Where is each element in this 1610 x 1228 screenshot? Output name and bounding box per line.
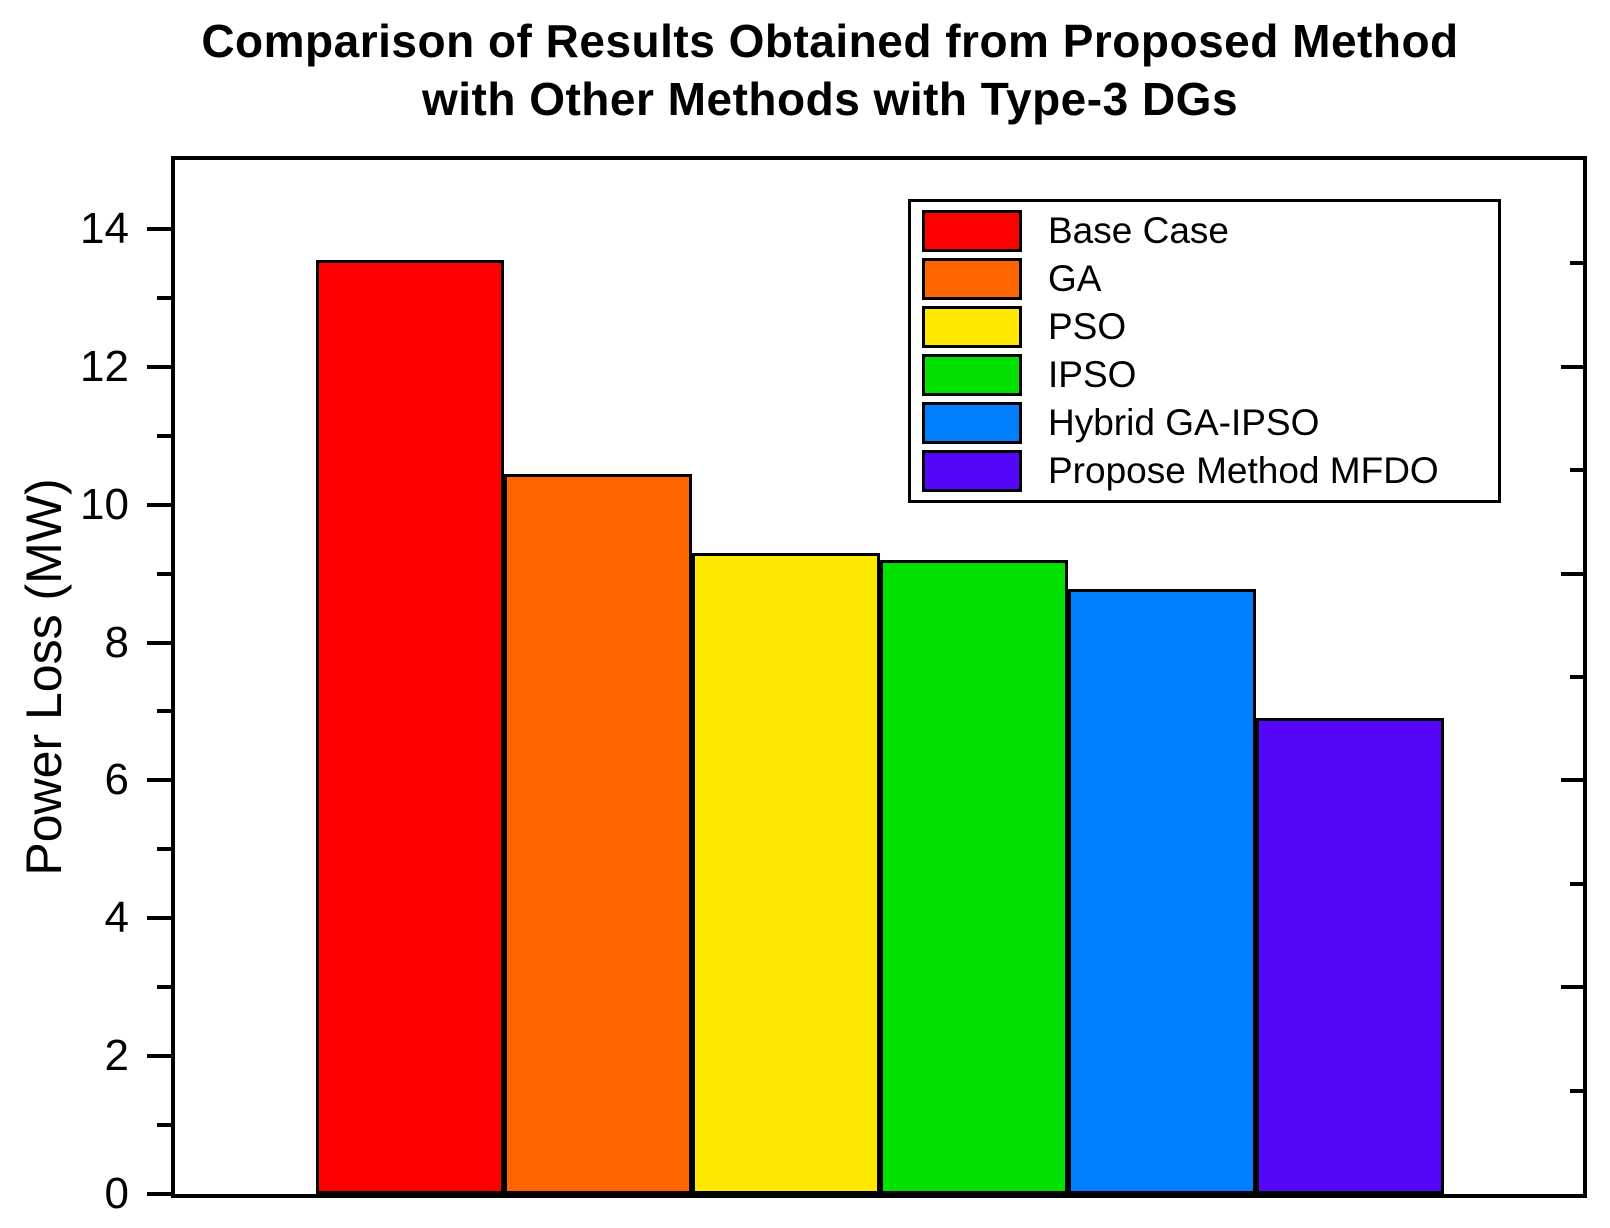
y-right-minor-tick (1570, 881, 1583, 886)
legend-item-hybrid-ga-ipso: Hybrid GA-IPSO (922, 399, 1498, 447)
legend-swatch-ipso (922, 354, 1022, 396)
y-right-minor-tick (1570, 675, 1583, 679)
y-tick-label-14: 14 (80, 203, 129, 253)
y-minor-tick (157, 847, 171, 852)
y-minor-tick (157, 433, 171, 438)
chart-title-line-2: with Other Methods with Type-3 DGs (421, 73, 1239, 125)
legend-item-base-case: Base Case (922, 207, 1498, 255)
bar-base-case (316, 260, 504, 1194)
y-tick-label-8: 8 (104, 617, 129, 667)
y-minor-tick (157, 295, 171, 300)
y-right-major-tick (1561, 985, 1583, 990)
legend-swatch-base-case (922, 210, 1022, 252)
legend-label-hybrid-ga-ipso: Hybrid GA-IPSO (1048, 402, 1320, 443)
y-major-tick (147, 502, 171, 507)
y-axis-label: Power Loss (MW) (16, 478, 72, 876)
bar-propose-method-mfdo (1256, 718, 1444, 1194)
bar-ga (504, 474, 692, 1194)
bar-hybrid-ga-ipso (1068, 589, 1256, 1194)
legend-label-pso: PSO (1048, 306, 1127, 347)
y-major-tick (147, 226, 171, 231)
y-minor-tick (157, 985, 171, 990)
plot-inner: 0 2 4 6 8 10 12 14 Base Case GA PSO IPSO Hybrid GA-I… (80, 160, 1583, 1216)
legend-label-base-case: Base Case (1048, 210, 1229, 251)
y-tick-label-2: 2 (104, 1031, 129, 1081)
y-major-tick (147, 1054, 171, 1059)
y-tick-label-12: 12 (80, 341, 129, 391)
legend-item-ga: GA (922, 255, 1498, 303)
bar-pso (692, 553, 880, 1194)
y-minor-tick (157, 1123, 171, 1128)
chart-title: Comparison of Results Obtained from Prop… (90, 12, 1570, 128)
y-right-minor-tick (1570, 1088, 1583, 1093)
legend-label-ga: GA (1048, 258, 1102, 299)
plot-area: 0 2 4 6 8 10 12 14 Base Case GA PSO IPSO Hybrid GA-I… (80, 156, 1587, 1216)
legend-swatch-pso (922, 306, 1022, 348)
legend-label-ipso: IPSO (1048, 354, 1137, 395)
y-major-tick (147, 364, 171, 369)
y-tick-label-0: 0 (104, 1169, 129, 1218)
legend-item-pso: PSO (922, 303, 1498, 351)
y-major-tick (147, 916, 171, 921)
legend-item-ipso: IPSO (922, 351, 1498, 399)
y-major-tick (147, 778, 171, 783)
y-major-tick (147, 640, 171, 645)
y-right-major-tick (1561, 364, 1583, 369)
y-right-minor-tick (1570, 261, 1583, 266)
y-minor-tick (157, 709, 171, 714)
chart-title-line-1: Comparison of Results Obtained from Prop… (201, 15, 1459, 67)
legend-label-propose-method-mfdo: Propose Method MFDO (1048, 450, 1439, 491)
y-tick-label-6: 6 (104, 755, 129, 805)
bar-ipso (880, 560, 1068, 1194)
legend: Base Case GA PSO IPSO Hybrid GA-IPSO Propose … (908, 199, 1501, 503)
legend-swatch-hybrid-ga-ipso (922, 402, 1022, 444)
y-tick-label-4: 4 (104, 893, 129, 943)
legend-swatch-propose-method-mfdo (922, 450, 1022, 492)
y-right-major-tick (1561, 778, 1583, 783)
y-right-minor-tick (1570, 468, 1583, 473)
y-tick-label-10: 10 (80, 479, 129, 529)
legend-swatch-ga (922, 258, 1022, 300)
y-minor-tick (157, 571, 171, 576)
legend-item-propose-method-mfdo: Propose Method MFDO (922, 447, 1498, 495)
y-right-major-tick (1561, 571, 1583, 576)
y-major-tick (147, 1192, 171, 1196)
